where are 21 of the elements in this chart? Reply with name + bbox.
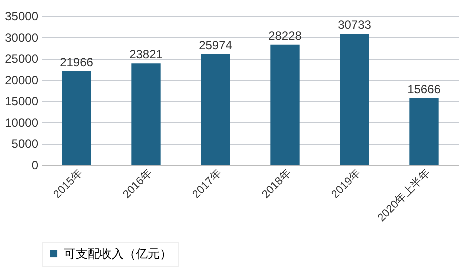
bar	[201, 54, 230, 165]
y-tick-label: 35000	[5, 10, 39, 24]
bar	[340, 34, 370, 165]
data-label: 30733	[338, 18, 372, 32]
y-tick-label: 25000	[5, 52, 39, 66]
bar	[270, 44, 300, 165]
data-label: 21966	[60, 55, 94, 70]
data-label: 28228	[268, 28, 302, 43]
bar	[62, 71, 92, 165]
bar	[132, 64, 161, 165]
y-tick-label: 10000	[5, 116, 39, 130]
y-tick-label: 0	[32, 158, 39, 172]
data-label: 23821	[130, 48, 164, 62]
y-tick-label: 30000	[5, 30, 39, 45]
legend-label: 可支配收入（亿元）	[64, 247, 172, 261]
bar	[410, 98, 439, 165]
y-tick-label: 5000	[12, 137, 39, 152]
y-tick-label: 20000	[5, 73, 39, 88]
y-tick-label: 15000	[5, 94, 39, 109]
data-label: 15666	[408, 82, 442, 96]
data-label: 25974	[199, 38, 233, 52]
